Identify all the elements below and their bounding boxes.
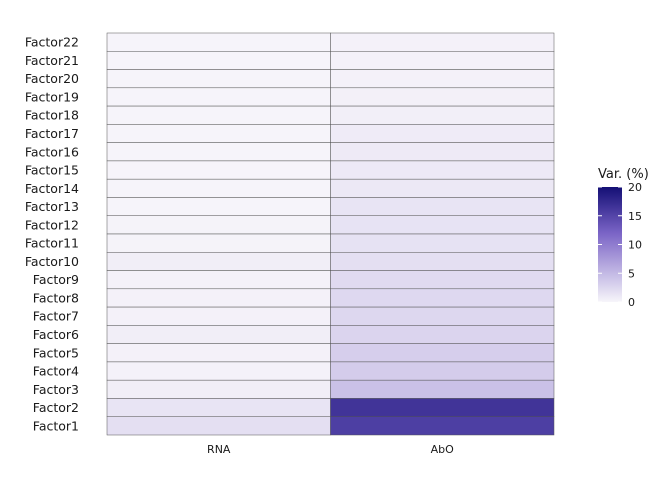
heatmap-cell-abo-factor9 bbox=[330, 270, 555, 290]
heatmap-cell-abo-factor10 bbox=[330, 252, 555, 271]
y-tick-label: Factor16 bbox=[25, 144, 79, 159]
heatmap-cell-abo-factor15 bbox=[330, 160, 555, 180]
heatmap-cell-rna-factor8 bbox=[106, 288, 331, 308]
heatmap-cell-abo-factor1 bbox=[330, 416, 555, 436]
heatmap-cell-rna-factor3 bbox=[106, 379, 331, 399]
heatmap-cell-abo-factor21 bbox=[330, 51, 555, 70]
y-tick-label: Factor11 bbox=[25, 236, 79, 251]
heatmap-cell-abo-factor2 bbox=[330, 398, 555, 417]
heatmap-cell-rna-factor6 bbox=[106, 325, 331, 344]
heatmap-cell-abo-factor11 bbox=[330, 233, 555, 253]
heatmap-cell-abo-factor8 bbox=[330, 288, 555, 308]
legend-ticks: 0 5 10 15 20 bbox=[598, 181, 642, 309]
heatmap-cell-rna-factor12 bbox=[106, 215, 331, 235]
heatmap-cell-rna-factor20 bbox=[106, 69, 331, 89]
heatmap-cell-abo-factor13 bbox=[330, 197, 555, 216]
y-tick-label: Factor17 bbox=[25, 126, 79, 141]
heatmap-cell-rna-factor10 bbox=[106, 252, 331, 271]
heatmap-cell-rna-factor1 bbox=[106, 416, 331, 436]
y-tick-label: Factor20 bbox=[25, 71, 79, 86]
heatmap-cell-abo-factor7 bbox=[330, 306, 555, 326]
heatmap-cell-rna-factor19 bbox=[106, 87, 331, 107]
x-tick-label: RNA bbox=[207, 443, 231, 456]
heatmap-cell-abo-factor18 bbox=[330, 105, 555, 125]
y-tick-label: Factor22 bbox=[25, 35, 79, 50]
heatmap-cell-abo-factor16 bbox=[330, 142, 555, 162]
legend-tick-label: 0 bbox=[628, 296, 635, 309]
heatmap-cell-abo-factor20 bbox=[330, 69, 555, 89]
y-tick-label: Factor7 bbox=[33, 309, 79, 324]
y-tick-label: Factor14 bbox=[25, 181, 79, 196]
heatmap-cell-abo-factor4 bbox=[330, 361, 555, 381]
y-axis-labels: Factor22 Factor21 Factor20 Factor19 Factor18… bbox=[25, 35, 79, 434]
heatmap-cell-abo-factor5 bbox=[330, 343, 555, 363]
legend-tick-label: 5 bbox=[628, 267, 635, 280]
y-tick-label: Factor10 bbox=[25, 254, 79, 269]
heatmap-cell-rna-factor17 bbox=[106, 124, 331, 143]
heatmap-cell-abo-factor17 bbox=[330, 124, 555, 143]
heatmap-cell-rna-factor15 bbox=[106, 160, 331, 180]
legend-tick-label: 10 bbox=[628, 239, 642, 252]
heatmap-cell-rna-factor16 bbox=[106, 142, 331, 162]
y-tick-label: Factor6 bbox=[33, 327, 79, 342]
legend-title: Var. (%) bbox=[598, 167, 649, 182]
y-tick-label: Factor18 bbox=[25, 108, 79, 123]
y-tick-label: Factor2 bbox=[33, 400, 79, 415]
y-tick-label: Factor15 bbox=[25, 163, 79, 178]
heatmap-cell-rna-factor9 bbox=[106, 270, 331, 290]
heatmap-cell-abo-factor22 bbox=[330, 32, 555, 52]
y-tick-label: Factor12 bbox=[25, 217, 79, 232]
y-tick-label: Factor1 bbox=[33, 418, 79, 433]
heatmap-cell-rna-factor13 bbox=[106, 197, 331, 216]
heatmap-cell-rna-factor22 bbox=[106, 32, 331, 52]
y-tick-label: Factor9 bbox=[33, 272, 79, 287]
heatmap-cell-rna-factor21 bbox=[106, 51, 331, 70]
heatmap-cell-abo-factor12 bbox=[330, 215, 555, 235]
heatmap-cell-rna-factor14 bbox=[106, 178, 331, 198]
heatmap-cell-abo-factor3 bbox=[330, 379, 555, 399]
legend-tick-label: 20 bbox=[628, 181, 642, 194]
heatmap-cell-rna-factor4 bbox=[106, 361, 331, 381]
x-tick-label: AbO bbox=[431, 443, 455, 456]
y-tick-label: Factor3 bbox=[33, 382, 79, 397]
heatmap-cells bbox=[106, 32, 555, 436]
color-legend: Var. (%) 0 5 10 15 20 bbox=[598, 167, 649, 309]
y-tick-label: Factor8 bbox=[33, 290, 79, 305]
x-axis-labels: RNA AbO bbox=[207, 443, 454, 456]
y-tick-label: Factor13 bbox=[25, 199, 79, 214]
heatmap-cell-rna-factor11 bbox=[106, 233, 331, 253]
y-tick-label: Factor5 bbox=[33, 345, 79, 360]
heatmap-cell-rna-factor7 bbox=[106, 306, 331, 326]
heatmap-cell-abo-factor19 bbox=[330, 87, 555, 107]
heatmap-cell-abo-factor6 bbox=[330, 325, 555, 344]
heatmap-cell-rna-factor2 bbox=[106, 398, 331, 417]
heatmap-cell-rna-factor5 bbox=[106, 343, 331, 363]
y-tick-label: Factor19 bbox=[25, 89, 79, 104]
y-tick-label: Factor21 bbox=[25, 53, 79, 68]
heatmap-cell-rna-factor18 bbox=[106, 105, 331, 125]
y-tick-label: Factor4 bbox=[33, 364, 79, 379]
heatmap-cell-abo-factor14 bbox=[330, 178, 555, 198]
legend-tick-label: 15 bbox=[628, 210, 642, 223]
